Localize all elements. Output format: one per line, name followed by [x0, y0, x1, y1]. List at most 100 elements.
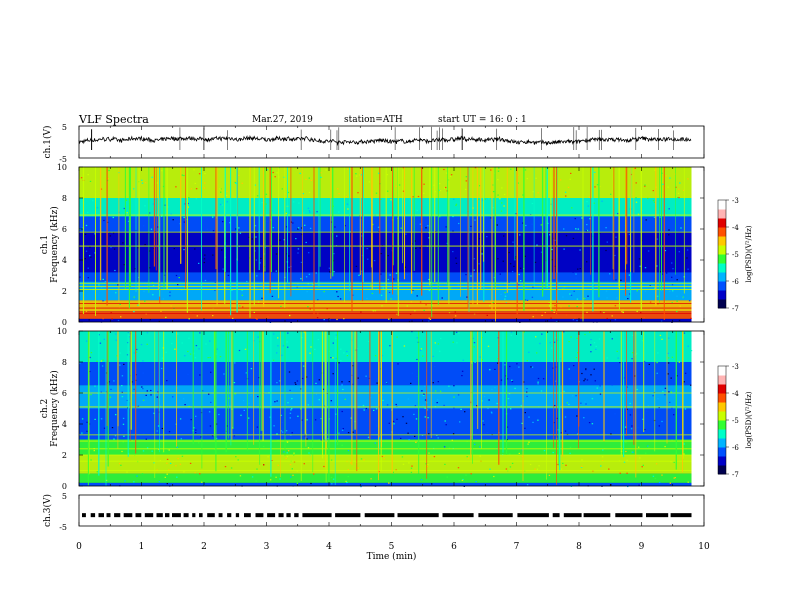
freq-tick-label: 4: [62, 256, 67, 265]
psd-speck: [164, 204, 166, 206]
psd-speck: [219, 203, 222, 206]
psd-speck: [412, 196, 414, 198]
psd-speck: [239, 475, 242, 477]
psd-speck: [341, 429, 344, 431]
psd-speck: [434, 231, 437, 233]
psd-speck: [428, 278, 430, 281]
psd-speck: [648, 363, 650, 365]
psd-speck: [330, 476, 333, 479]
psd-speck: [132, 248, 134, 250]
psd-speck: [508, 238, 510, 240]
psd-speck: [234, 393, 236, 395]
psd-speck: [508, 281, 510, 283]
psd-speck: [540, 390, 543, 392]
figure-title: VLF Spectra: [79, 113, 149, 126]
psd-speck: [89, 356, 91, 359]
frequency-band: [79, 439, 692, 455]
colorbar-segment: [718, 384, 726, 394]
psd-speck: [355, 173, 357, 175]
psd-speck: [349, 405, 351, 407]
psd-speck: [215, 423, 218, 425]
psd-speck: [160, 367, 163, 370]
psd-speck: [575, 273, 577, 275]
psd-speck: [576, 415, 578, 417]
psd-speck: [79, 276, 81, 278]
psd-speck: [133, 296, 135, 298]
psd-speck: [150, 394, 152, 396]
psd-speck: [179, 418, 182, 420]
psd-speck: [255, 259, 258, 261]
psd-speck: [195, 198, 198, 200]
psd-speck: [100, 391, 102, 393]
ch3-signal-segment: [218, 513, 223, 518]
psd-speck: [177, 284, 179, 286]
psd-speck: [566, 402, 568, 404]
psd-speck: [574, 317, 576, 319]
psd-speck: [90, 352, 93, 354]
psd-speck: [669, 177, 671, 179]
psd-speck: [497, 179, 499, 181]
psd-speck: [126, 278, 128, 280]
psd-speck: [416, 375, 418, 378]
psd-speck: [351, 365, 354, 367]
psd-speck: [509, 453, 511, 455]
psd-speck: [355, 265, 358, 267]
psd-speck: [405, 422, 408, 424]
psd-speck: [539, 342, 541, 345]
colorbar-segment: [718, 393, 726, 403]
psd-speck: [478, 199, 480, 201]
psd-speck: [518, 273, 520, 276]
psd-speck: [536, 230, 538, 232]
psd-speck: [365, 375, 367, 377]
psd-speck: [497, 362, 499, 364]
psd-speck: [551, 360, 553, 363]
psd-speck: [380, 294, 383, 296]
psd-speck: [626, 459, 628, 461]
psd-speck: [564, 430, 567, 432]
psd-speck: [658, 406, 660, 409]
psd-speck: [492, 184, 494, 186]
psd-speck: [317, 299, 319, 301]
psd-speck: [482, 420, 484, 422]
psd-speck: [330, 357, 332, 359]
psd-speck: [414, 240, 416, 242]
colorbar-segment: [718, 411, 726, 421]
psd-speck: [123, 264, 125, 266]
psd-speck: [160, 310, 162, 312]
panel-ylabel: ch.1: [40, 235, 50, 254]
psd-speck: [107, 177, 109, 180]
psd-speck: [635, 251, 637, 254]
psd-speck: [310, 482, 312, 485]
psd-speck: [656, 265, 658, 267]
psd-speck: [367, 340, 370, 343]
psd-speck: [557, 429, 559, 431]
psd-speck: [683, 189, 685, 191]
psd-speck: [198, 442, 200, 444]
psd-speck: [177, 457, 179, 460]
psd-speck: [436, 399, 439, 401]
psd-speck: [204, 279, 207, 282]
psd-speck: [575, 277, 577, 279]
ch3-signal-segment: [255, 513, 264, 518]
psd-speck: [148, 250, 151, 252]
psd-speck: [625, 442, 627, 444]
ch3-signal-segment: [207, 513, 215, 518]
psd-speck: [569, 377, 571, 379]
psd-speck: [303, 463, 305, 465]
psd-speck: [79, 362, 81, 364]
psd-speck: [85, 310, 88, 312]
psd-speck: [221, 249, 223, 251]
psd-speck: [299, 172, 301, 174]
psd-speck: [374, 310, 376, 312]
psd-speck: [248, 363, 250, 365]
psd-speck: [634, 167, 636, 169]
psd-speck: [144, 182, 147, 184]
psd-speck: [120, 316, 122, 318]
psd-speck: [554, 239, 556, 241]
psd-speck: [670, 377, 672, 379]
psd-speck: [411, 465, 413, 467]
psd-speck: [510, 331, 513, 333]
psd-speck: [452, 215, 454, 218]
freq-tick-label: 0: [62, 318, 67, 327]
psd-speck: [416, 358, 418, 361]
